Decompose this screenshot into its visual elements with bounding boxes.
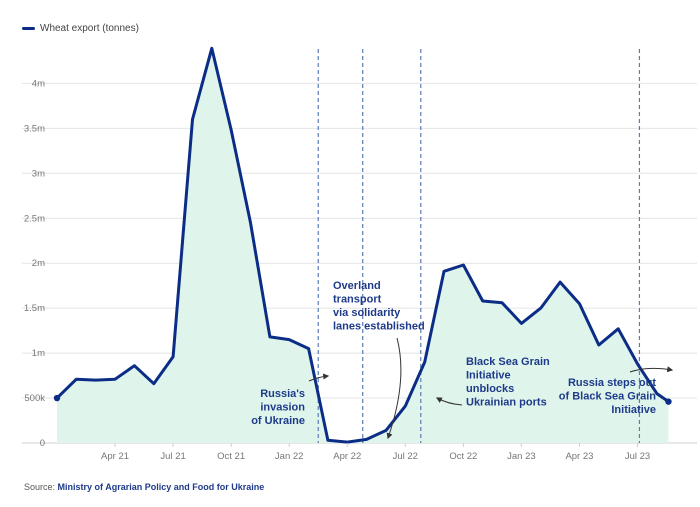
x-tick-label: Apr 21 [101, 451, 129, 462]
tick-labels-layer: 0 500k 1m 1.5m 2m 2.5m 3m 3.5m 4m Apr 21 Jul 21 Oct… [24, 78, 650, 462]
event-lines-layer [317, 49, 641, 443]
data-point[interactable] [190, 117, 194, 121]
data-point[interactable] [384, 428, 388, 432]
start-marker [53, 394, 61, 402]
data-point[interactable] [113, 377, 117, 381]
y-tick-label: 2m [32, 258, 45, 269]
data-point[interactable] [132, 364, 136, 368]
annotation-text: Russia steps out of Black Sea Grain Initia… [559, 377, 657, 416]
source-prefix: Source: [24, 482, 56, 492]
annotation-arrow [435, 397, 463, 406]
data-point[interactable] [616, 327, 620, 331]
data-point[interactable] [249, 221, 253, 225]
data-point[interactable] [94, 378, 98, 382]
end-marker [665, 398, 672, 405]
line-swatch-icon [22, 27, 35, 30]
legend[interactable]: Wheat export (tonnes) [22, 23, 139, 34]
annotation-text: Overland transport via solidarity lanes est… [333, 280, 425, 333]
data-point[interactable] [539, 306, 543, 310]
x-tick-label: Apr 22 [333, 451, 361, 462]
annotation-arrow [386, 337, 402, 440]
data-point[interactable] [403, 404, 407, 408]
data-point[interactable] [636, 362, 640, 366]
area-layer [57, 48, 669, 444]
data-point[interactable] [597, 343, 601, 347]
y-tick-label: 3m [32, 168, 45, 179]
source-note: Source: Ministry of Agrarian Policy and … [24, 482, 264, 492]
x-tick-label: Jan 23 [507, 451, 536, 462]
data-point[interactable] [423, 360, 427, 364]
data-point[interactable] [577, 302, 581, 306]
series-line [55, 46, 670, 444]
x-tick-label: Jul 22 [393, 451, 418, 462]
data-point[interactable] [442, 269, 446, 273]
source-link[interactable]: Ministry of Agrarian Policy and Food for… [57, 482, 265, 492]
data-point[interactable] [558, 280, 562, 284]
x-tick-label: Oct 22 [449, 451, 477, 462]
y-tick-label: 0 [40, 438, 45, 449]
data-point[interactable] [74, 377, 78, 381]
data-point[interactable] [365, 437, 369, 441]
data-point[interactable] [326, 438, 330, 442]
y-tick-label: 4m [32, 78, 45, 89]
data-point[interactable] [461, 263, 465, 267]
x-tick-label: Jul 23 [625, 451, 650, 462]
y-tick-label: 1.5m [24, 303, 45, 314]
y-tick-label: 2.5m [24, 213, 45, 224]
legend-label: Wheat export (tonnes) [40, 23, 139, 34]
y-tick-label: 3.5m [24, 123, 45, 134]
data-point[interactable] [268, 335, 272, 339]
x-tick-label: Apr 23 [565, 451, 593, 462]
annotation-text: Black Sea Grain Initiative unblocks Ukraini… [466, 356, 550, 409]
annotations-layer: Russia's invasion of Ukraine Overland transp… [251, 280, 674, 440]
x-tick-label: Jul 21 [160, 451, 185, 462]
x-tick-label: Oct 21 [217, 451, 245, 462]
y-tick-label: 1m [32, 348, 45, 359]
data-point[interactable] [500, 301, 504, 305]
data-point[interactable] [171, 355, 175, 359]
annotation-arrow [308, 373, 330, 382]
data-point[interactable] [210, 46, 214, 50]
data-point[interactable] [229, 128, 233, 132]
data-point[interactable] [287, 338, 291, 342]
y-tick-label: 500k [24, 393, 45, 404]
annotation-text: Russia's invasion of Ukraine [251, 388, 305, 427]
data-point[interactable] [152, 382, 156, 386]
series-line-layer [53, 46, 672, 444]
data-point[interactable] [307, 347, 311, 351]
data-point[interactable] [519, 321, 523, 325]
x-tick-label: Jan 22 [275, 451, 304, 462]
data-point[interactable] [481, 299, 485, 303]
series-area [57, 48, 669, 444]
annotation-arrow [629, 366, 674, 373]
